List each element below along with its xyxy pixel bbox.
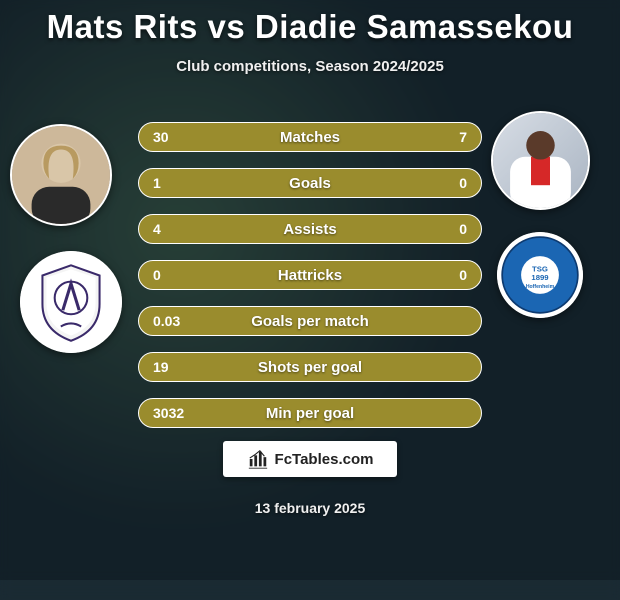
svg-text:TSG: TSG	[532, 265, 548, 274]
stat-bar: 30 Matches 7	[138, 122, 482, 152]
vs-separator: vs	[198, 8, 255, 45]
stat-bar: 0.03 Goals per match	[138, 306, 482, 336]
stat-label: Min per goal	[139, 399, 481, 427]
stat-right-value: 0	[459, 215, 467, 243]
player2-club-badge: TSG 1899 Hoffenheim	[497, 232, 583, 318]
watermark-text: FcTables.com	[275, 451, 374, 468]
stat-right-value: 0	[459, 261, 467, 289]
stat-right-value: 7	[459, 123, 467, 151]
watermark-badge: FcTables.com	[223, 441, 397, 477]
stat-bar: 4 Assists 0	[138, 214, 482, 244]
stat-label: Shots per goal	[139, 353, 481, 381]
stat-bar: 1 Goals 0	[138, 168, 482, 198]
stat-label: Goals per match	[139, 307, 481, 335]
stat-right-value: 0	[459, 169, 467, 197]
avatar-placeholder-icon	[493, 113, 588, 208]
stat-bars: 30 Matches 7 1 Goals 0 4 Assists 0 0 Hat…	[138, 122, 482, 444]
stat-label: Hattricks	[139, 261, 481, 289]
player2-avatar	[491, 111, 590, 210]
stat-label: Assists	[139, 215, 481, 243]
player2-name: Diadie Samassekou	[255, 8, 574, 45]
club-badge-icon	[20, 251, 122, 353]
player1-name: Mats Rits	[47, 8, 198, 45]
stat-label: Matches	[139, 123, 481, 151]
subtitle: Club competitions, Season 2024/2025	[0, 58, 620, 75]
chart-icon	[247, 448, 269, 470]
svg-text:1899: 1899	[531, 273, 549, 282]
stat-label: Goals	[139, 169, 481, 197]
content-root: Mats Rits vs Diadie Samassekou Club comp…	[0, 0, 620, 580]
player1-avatar	[10, 124, 112, 226]
club-badge-icon: TSG 1899 Hoffenheim	[497, 232, 583, 318]
stat-bar: 0 Hattricks 0	[138, 260, 482, 290]
svg-text:Hoffenheim: Hoffenheim	[526, 284, 555, 290]
player1-club-badge	[20, 251, 122, 353]
stat-bar: 19 Shots per goal	[138, 352, 482, 382]
page-title: Mats Rits vs Diadie Samassekou	[0, 0, 620, 46]
stat-bar: 3032 Min per goal	[138, 398, 482, 428]
date-text: 13 february 2025	[0, 500, 620, 516]
avatar-placeholder-icon	[12, 126, 110, 224]
